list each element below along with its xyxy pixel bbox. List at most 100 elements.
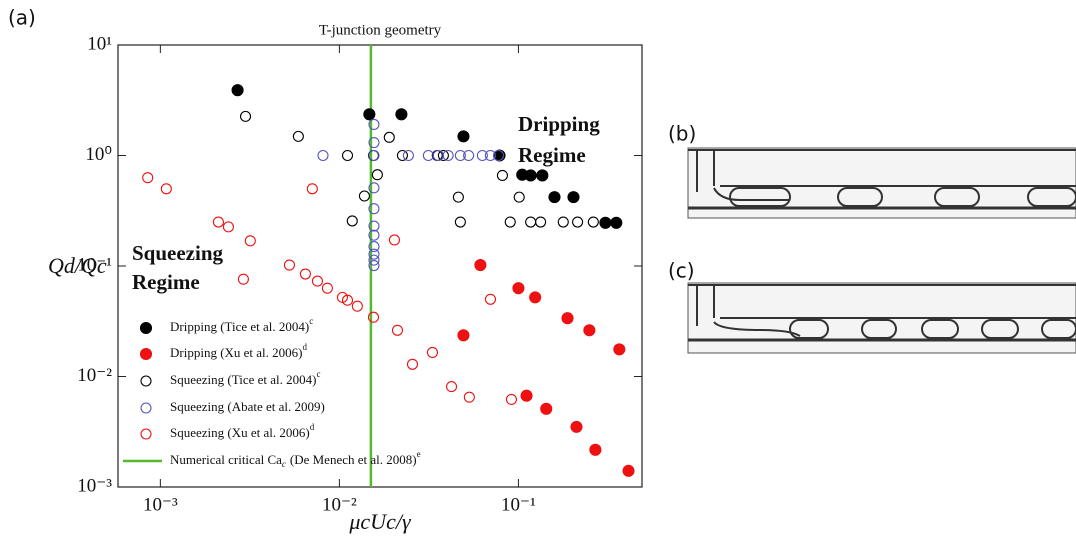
legend-text-part: c <box>309 316 313 326</box>
point <box>212 216 224 228</box>
legend-text-part: d <box>303 342 308 352</box>
legend-marker <box>139 347 153 361</box>
point <box>244 235 256 247</box>
x-tick-label: 10⁻¹ <box>501 494 536 515</box>
legend-text-part: Squeezing (Xu et al. 2006) <box>170 425 310 440</box>
point <box>536 169 549 182</box>
point <box>368 254 380 266</box>
point <box>368 229 380 241</box>
annotation: Dripping <box>518 112 600 136</box>
point <box>426 346 439 359</box>
point <box>572 216 584 228</box>
point <box>496 169 508 181</box>
point <box>367 311 380 323</box>
y-tick-label: 10⁻³ <box>77 475 112 496</box>
point <box>396 149 408 162</box>
panel-label: (c) <box>668 259 695 283</box>
panel-label: (a) <box>8 6 36 30</box>
point <box>321 282 333 294</box>
y-axis-label: Qd/Qc <box>48 253 107 278</box>
y-tick-label: 10⁰ <box>85 144 112 165</box>
point <box>283 259 295 271</box>
point <box>463 149 475 162</box>
point <box>587 216 599 228</box>
point <box>239 110 252 122</box>
point <box>160 183 172 195</box>
legend-text-part: Dripping (Xu et al. 2006) <box>170 345 303 360</box>
legend-text-part: e <box>417 449 421 459</box>
point <box>504 216 516 228</box>
x-tick-label: 10⁻² <box>322 494 357 515</box>
point <box>610 216 623 229</box>
legend-text: Dripping (Xu et al. 2006)d <box>170 342 308 360</box>
point <box>457 130 470 143</box>
legend-text-part: Squeezing (Abate et al. 2009) <box>170 399 325 414</box>
point <box>346 215 358 227</box>
legend-text: Numerical critical Cac (De Menech et al. … <box>170 449 421 469</box>
point <box>363 108 376 121</box>
point <box>395 108 408 121</box>
point <box>520 389 533 402</box>
point <box>358 190 370 202</box>
legend-text-part: Dripping (Tice et al. 2004) <box>170 319 309 334</box>
point <box>341 294 354 306</box>
legend-text: Squeezing (Abate et al. 2009) <box>170 399 325 414</box>
point <box>388 234 400 246</box>
point <box>237 273 249 285</box>
chart-title: T-junction geometry <box>319 22 442 38</box>
panel-label: (b) <box>668 122 696 146</box>
point <box>492 149 505 162</box>
point <box>613 343 626 356</box>
point <box>402 149 414 162</box>
point <box>445 381 458 393</box>
point <box>351 300 363 312</box>
y-tick-label: 10⁻¹ <box>77 254 112 275</box>
annotation: Regime <box>518 143 586 167</box>
point <box>371 169 383 181</box>
point <box>525 216 537 228</box>
point <box>437 149 449 162</box>
point <box>368 240 380 253</box>
legend-text-part: Squeezing (Tice et al. 2004) <box>170 372 316 387</box>
point <box>391 324 404 336</box>
annotation: Regime <box>132 270 200 294</box>
point <box>341 149 354 162</box>
point <box>317 149 329 162</box>
point <box>222 221 234 233</box>
point <box>529 291 542 304</box>
micrograph-b <box>687 147 1076 219</box>
annotation: Squeezing <box>132 241 224 265</box>
point <box>368 203 380 215</box>
point <box>512 282 525 295</box>
point <box>463 391 475 403</box>
point <box>368 220 380 232</box>
legend-marker <box>139 321 153 335</box>
point <box>567 191 580 204</box>
point <box>476 149 488 162</box>
point <box>599 216 612 229</box>
point <box>513 191 525 203</box>
point <box>368 118 380 130</box>
point <box>540 402 553 415</box>
legend-marker <box>140 375 152 387</box>
point <box>292 130 304 142</box>
point <box>406 358 419 370</box>
point <box>311 275 323 287</box>
point <box>570 420 583 433</box>
point <box>583 324 596 337</box>
point <box>231 84 244 97</box>
point <box>383 131 395 143</box>
point <box>306 183 318 195</box>
point <box>368 248 380 260</box>
legend-text-part: c <box>282 459 286 469</box>
y-tick-label: 10¹ <box>87 33 112 54</box>
point <box>368 259 380 272</box>
point <box>452 191 464 203</box>
legend-text-part: Numerical critical Ca <box>170 452 282 467</box>
point <box>142 172 154 184</box>
x-tick-label: 10⁻³ <box>143 494 178 515</box>
point <box>368 149 380 162</box>
point <box>557 216 569 228</box>
point <box>589 443 602 456</box>
